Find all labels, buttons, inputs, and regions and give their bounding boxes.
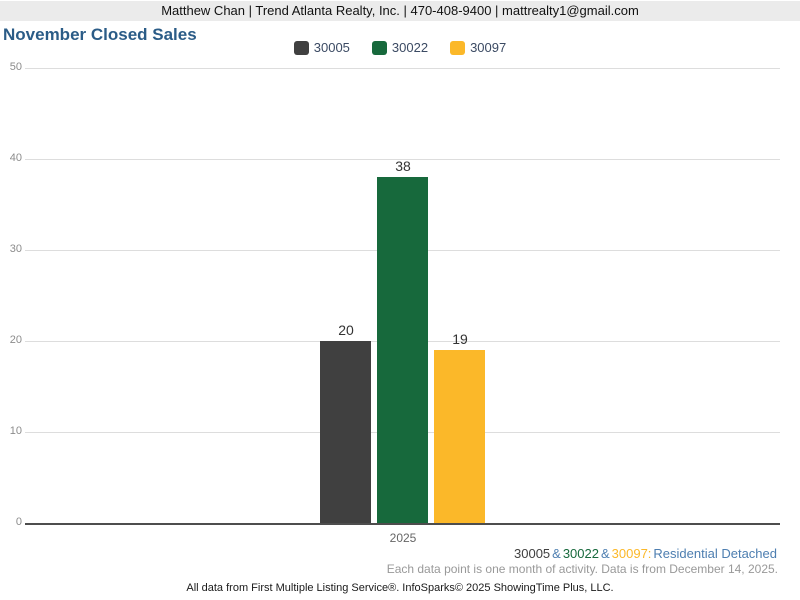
legend-label: 30022 (391, 40, 429, 55)
contact-info: Matthew Chan | Trend Atlanta Realty, Inc… (161, 3, 639, 18)
ampersand-2: & (600, 546, 610, 561)
x-axis-tick-label: 2025 (389, 531, 417, 545)
data-note: Each data point is one month of activity… (386, 562, 778, 576)
page-title: November Closed Sales (3, 25, 197, 44)
series-description: 30005 & 30022 & 30097: Residential Detached (513, 546, 778, 561)
zip-label-30022: 30022 (562, 546, 599, 561)
legend-item-30005: 30005 (293, 40, 350, 55)
gridline (25, 159, 780, 160)
legend-label: 30097 (470, 40, 507, 55)
zip-label-30097: 30097: (611, 546, 652, 561)
header-contact-bar: Matthew Chan | Trend Atlanta Realty, Inc… (0, 1, 800, 21)
y-axis-tick-label: 0 (15, 516, 22, 528)
y-axis-tick-label: 50 (9, 61, 22, 73)
y-axis-tick-label: 20 (9, 334, 22, 346)
zip-label-30005: 30005 (514, 546, 551, 561)
gridline (25, 68, 780, 69)
legend-swatch-icon (450, 40, 466, 55)
ampersand-1: & (552, 546, 561, 561)
bar-value-label: 20 (338, 322, 354, 338)
y-axis-tick-label: 10 (9, 425, 22, 437)
legend: 30005 30022 30097 (0, 40, 800, 55)
property-type-label: Residential Detached (653, 546, 777, 561)
attribution: All data from First Multiple Listing Ser… (186, 582, 614, 594)
y-axis-tick-label: 40 (9, 152, 22, 164)
bar-30022 (377, 177, 428, 523)
bar-value-label: 38 (395, 158, 411, 174)
legend-item-30022: 30022 (371, 40, 429, 55)
legend-swatch-icon (371, 40, 387, 55)
y-axis-tick-label: 30 (9, 243, 22, 255)
legend-label: 30005 (313, 40, 350, 55)
legend-swatch-icon (293, 40, 309, 55)
bar-30097 (434, 350, 485, 523)
bar-30005 (320, 341, 371, 523)
legend-item-30097: 30097 (450, 40, 506, 55)
x-axis-line (25, 523, 780, 525)
bar-value-label: 19 (452, 331, 468, 347)
